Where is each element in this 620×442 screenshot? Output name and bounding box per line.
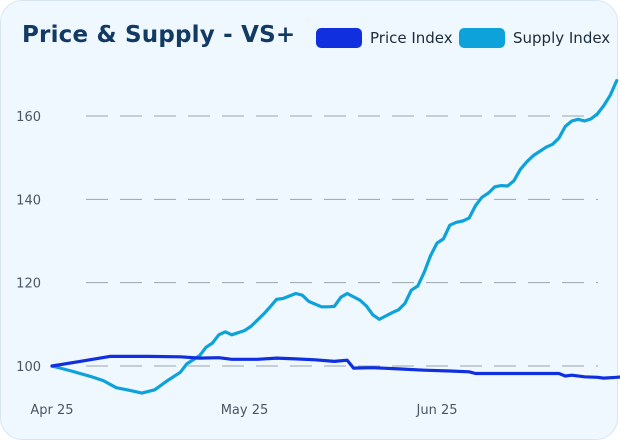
legend-swatch-supply <box>459 28 505 48</box>
price-index-line <box>50 354 620 380</box>
y-tick-label-100: 100 <box>16 360 41 375</box>
legend-label-price: Price Index <box>370 29 453 47</box>
legend-swatch-price <box>316 28 362 48</box>
legend-label-supply: Supply Index <box>513 29 611 47</box>
legend-item-price[interactable]: Price Index <box>316 27 453 49</box>
y-tick-label-140: 140 <box>16 193 41 208</box>
chart-title: Price & Supply - VS+ <box>22 22 296 48</box>
y-tick-label-160: 160 <box>16 110 41 125</box>
supply-index-line <box>50 79 619 395</box>
legend-item-supply[interactable]: Supply Index <box>459 27 610 49</box>
x-tick-label: Apr 25 <box>30 403 73 418</box>
x-tick-label: May 25 <box>221 403 269 418</box>
y-tick-label-120: 120 <box>16 277 41 292</box>
x-tick-label: Jun 25 <box>416 403 458 418</box>
